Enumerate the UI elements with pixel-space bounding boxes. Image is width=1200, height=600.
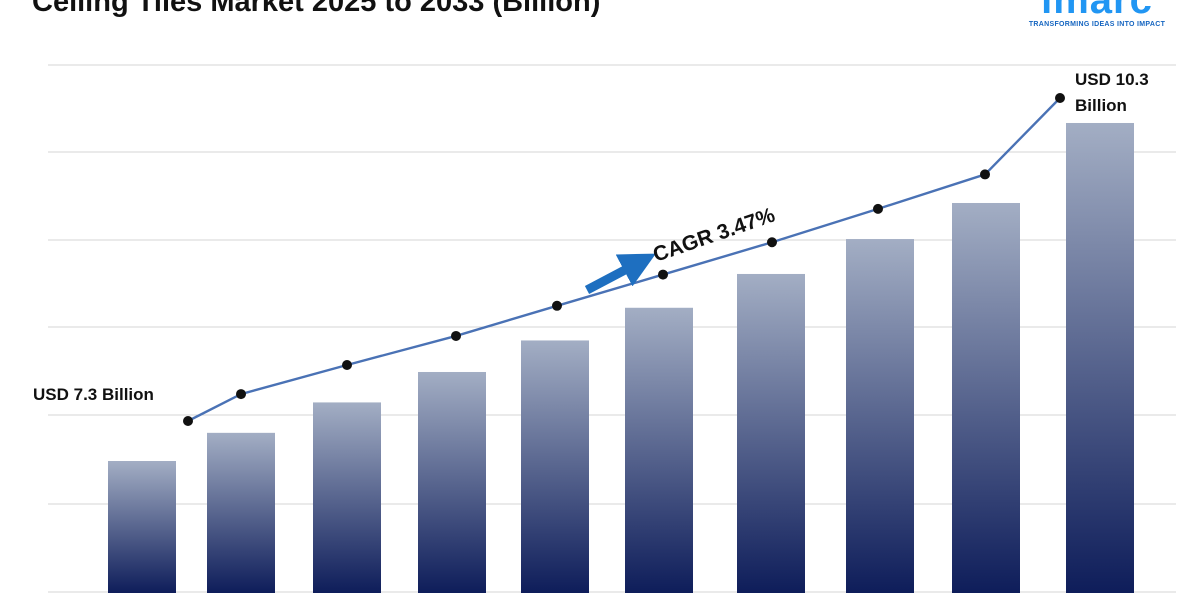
logo-tagline: TRANSFORMING IDEAS INTO IMPACT bbox=[1028, 21, 1166, 28]
trend-point-0 bbox=[183, 416, 193, 426]
bar-5 bbox=[625, 307, 693, 593]
trend-point-4 bbox=[552, 300, 562, 311]
trend-line-layer bbox=[183, 92, 1065, 426]
bar-6 bbox=[737, 273, 805, 593]
bar-4 bbox=[521, 340, 589, 593]
bar-0 bbox=[108, 461, 176, 593]
page-title: Ceiling Tiles Market 2025 to 2033 (Billi… bbox=[32, 0, 601, 18]
cagr-arrow bbox=[584, 253, 656, 294]
logo-wordmark: imarc bbox=[1041, 0, 1153, 22]
trend-point-9 bbox=[1055, 92, 1065, 103]
trend-point-2 bbox=[342, 360, 352, 371]
bar-8 bbox=[952, 202, 1020, 593]
bar-2 bbox=[313, 402, 381, 593]
trend-point-1 bbox=[236, 389, 246, 400]
bar-7 bbox=[846, 239, 914, 593]
trend-line bbox=[187, 97, 1061, 423]
trend-point-3 bbox=[451, 330, 461, 341]
bars bbox=[108, 122, 1134, 594]
annotation-layer: USD 7.3 Billion USD 10.3 Billion CAGR 3.47% bbox=[33, 70, 1149, 404]
bar-3 bbox=[418, 371, 486, 593]
bar-9 bbox=[1066, 122, 1134, 594]
trend-point-7 bbox=[873, 203, 883, 214]
bar-1 bbox=[207, 432, 275, 593]
cagr-label: CAGR 3.47% bbox=[650, 203, 778, 266]
imarc-logo: imarc TRANSFORMING IDEAS INTO IMPACT bbox=[1022, 0, 1172, 28]
trend-point-6 bbox=[767, 237, 777, 248]
trend-point-5 bbox=[658, 269, 668, 280]
start-value-label: USD 7.3 Billion bbox=[33, 385, 154, 404]
trend-point-8 bbox=[980, 169, 990, 180]
end-value-label-line2: Billion bbox=[1075, 96, 1127, 115]
end-value-label-line1: USD 10.3 bbox=[1075, 70, 1149, 89]
